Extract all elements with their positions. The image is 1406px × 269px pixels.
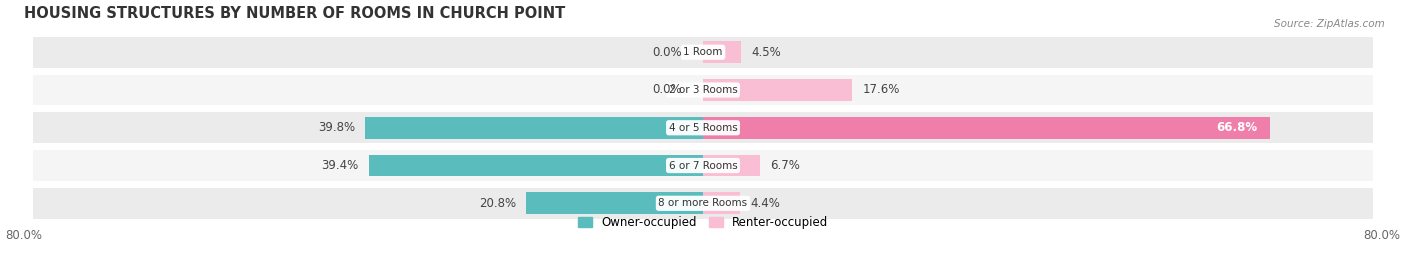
Bar — [703, 117, 1270, 139]
Bar — [32, 150, 1374, 181]
Text: 6 or 7 Rooms: 6 or 7 Rooms — [669, 161, 737, 171]
Text: Source: ZipAtlas.com: Source: ZipAtlas.com — [1274, 19, 1385, 29]
Text: 8 or more Rooms: 8 or more Rooms — [658, 198, 748, 208]
Legend: Owner-occupied, Renter-occupied: Owner-occupied, Renter-occupied — [572, 211, 834, 233]
Text: 20.8%: 20.8% — [479, 197, 516, 210]
Text: 1 Room: 1 Room — [683, 47, 723, 57]
Bar — [32, 75, 1374, 105]
Bar — [703, 41, 741, 63]
Bar — [32, 37, 1374, 68]
Bar — [368, 155, 703, 176]
Bar — [703, 155, 759, 176]
Text: 4 or 5 Rooms: 4 or 5 Rooms — [669, 123, 737, 133]
Bar — [366, 117, 703, 139]
Bar — [526, 192, 703, 214]
Bar — [703, 79, 852, 101]
Text: 2 or 3 Rooms: 2 or 3 Rooms — [669, 85, 737, 95]
Text: 39.4%: 39.4% — [321, 159, 359, 172]
Text: 0.0%: 0.0% — [652, 83, 682, 97]
Bar — [32, 112, 1374, 143]
Bar — [32, 188, 1374, 219]
Text: 6.7%: 6.7% — [770, 159, 800, 172]
Bar — [703, 192, 741, 214]
Text: 39.8%: 39.8% — [318, 121, 356, 134]
Text: 0.0%: 0.0% — [652, 46, 682, 59]
Text: HOUSING STRUCTURES BY NUMBER OF ROOMS IN CHURCH POINT: HOUSING STRUCTURES BY NUMBER OF ROOMS IN… — [24, 6, 565, 20]
Text: 4.5%: 4.5% — [751, 46, 782, 59]
Text: 4.4%: 4.4% — [751, 197, 780, 210]
Text: 66.8%: 66.8% — [1216, 121, 1257, 134]
Text: 17.6%: 17.6% — [862, 83, 900, 97]
